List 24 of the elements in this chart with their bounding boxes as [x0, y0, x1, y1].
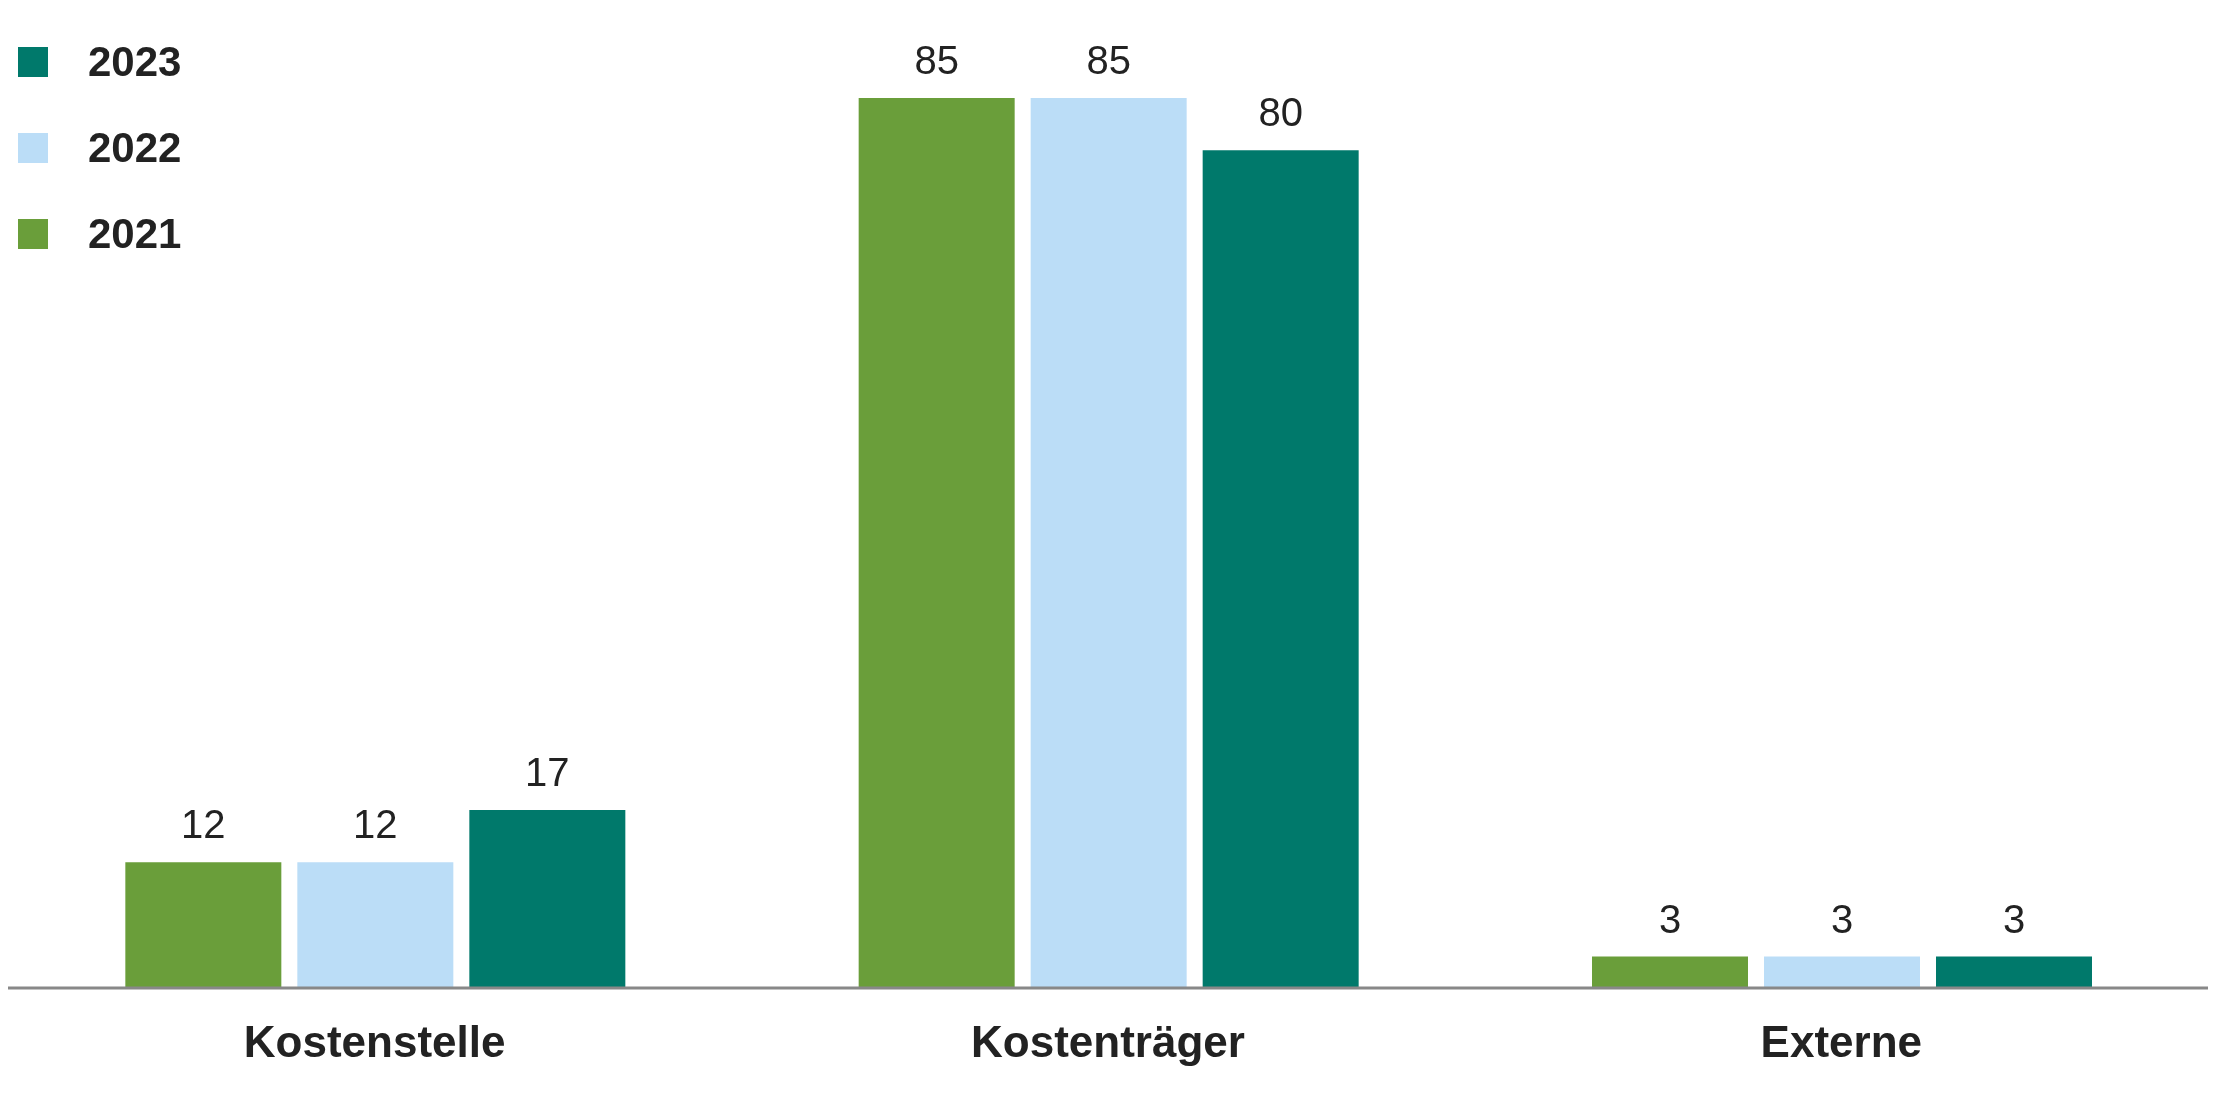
bar [858, 98, 1015, 988]
data-label: 12 [181, 802, 226, 847]
x-tick-label: Externe [1760, 1017, 1923, 1067]
x-tick-label: Kostenträger [971, 1017, 1245, 1067]
bar [297, 862, 454, 988]
bar [1936, 956, 2092, 988]
bar [125, 862, 282, 988]
data-label: 17 [525, 750, 570, 794]
legend-label: 2021 [88, 210, 182, 258]
bar [1030, 98, 1187, 988]
legend-label: 2022 [88, 124, 182, 172]
legend-label: 2023 [88, 38, 182, 86]
bar [469, 810, 626, 988]
data-label: 3 [1658, 896, 1682, 941]
data-label: 85 [1086, 38, 1131, 82]
bar [1202, 150, 1359, 988]
bar [1764, 956, 1920, 988]
data-label: 80 [1258, 90, 1303, 135]
data-label: 85 [914, 38, 959, 82]
data-label: 3 [1830, 896, 1854, 941]
data-label: 12 [353, 802, 398, 847]
x-tick-label: Kostenstelle [243, 1017, 506, 1067]
bar [1592, 956, 1748, 988]
data-label: 3 [2002, 896, 2026, 941]
